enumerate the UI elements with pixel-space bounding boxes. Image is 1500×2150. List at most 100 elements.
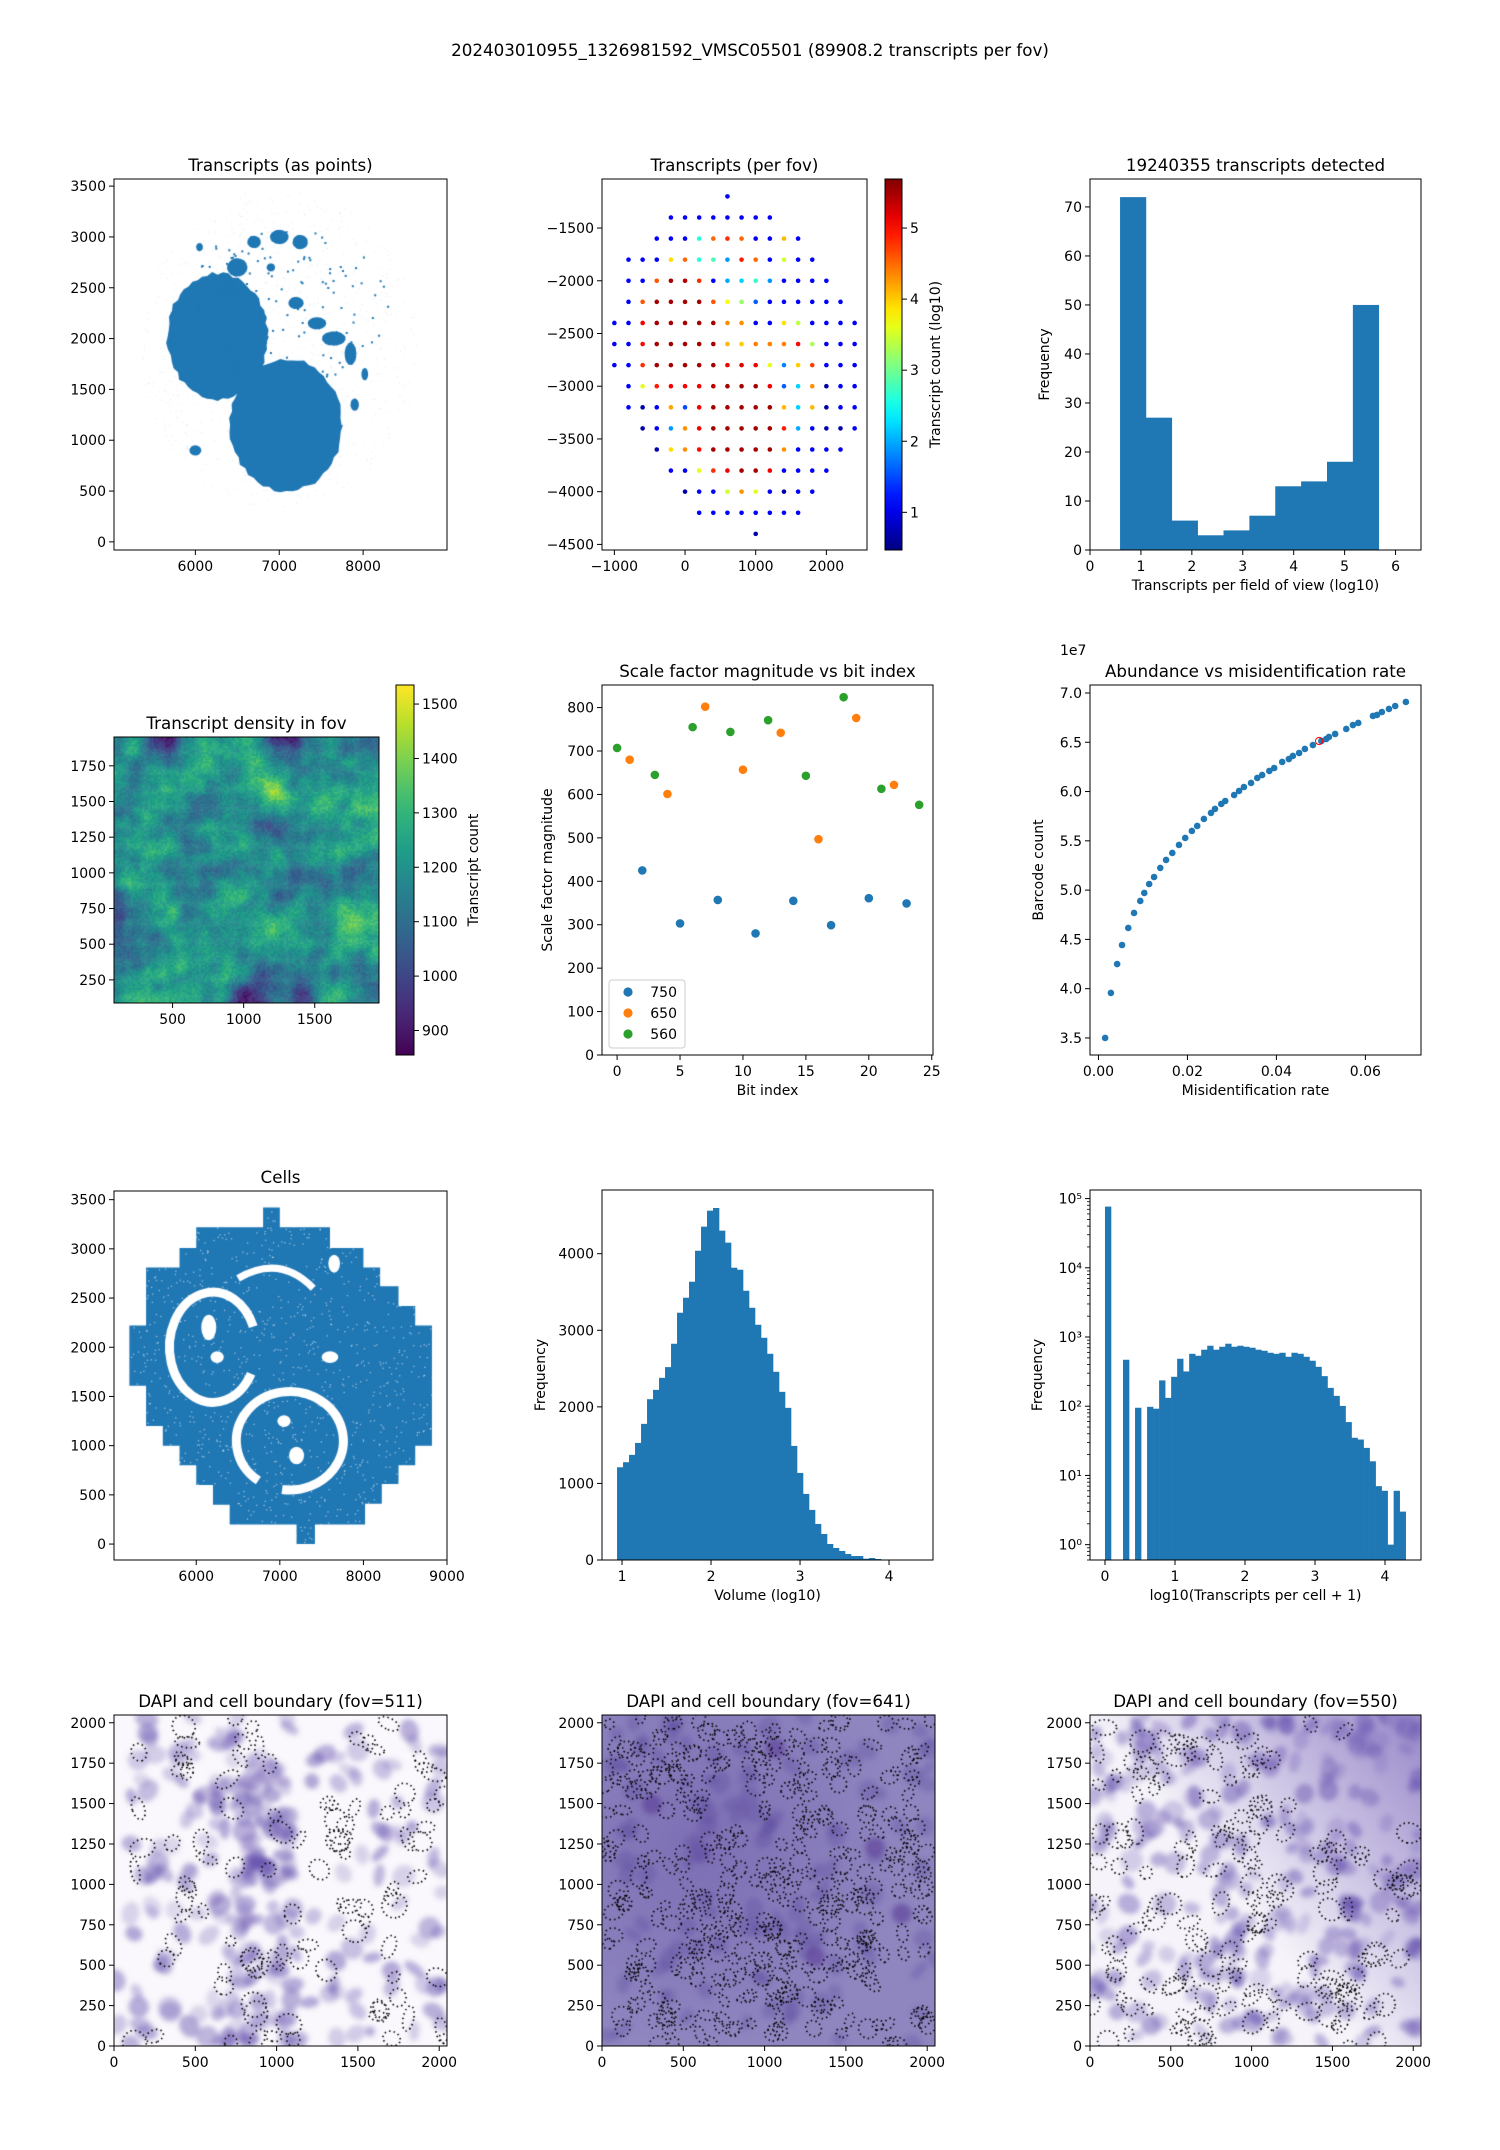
point-750 [675,918,685,929]
fov-point [767,426,773,431]
y-tick-label: 70 [1064,200,1082,216]
histogram-bar [1333,1395,1340,1560]
point-560 [876,783,887,794]
abundance-point [1107,989,1115,997]
y-tick-label: 1750 [70,1756,106,1772]
histogram-bar [1135,1407,1142,1560]
fov-point [626,383,631,389]
panel-title: 19240355 transcripts detected [1126,155,1385,175]
fov-point [626,320,631,326]
histogram-bar [617,1467,624,1560]
fov-point [711,426,716,431]
fov-point [696,215,702,220]
x-tick-label: 25 [923,1064,941,1080]
y-axis-label: Scale factor magnitude [540,788,556,951]
fov-point [668,405,674,410]
fov-point [781,447,787,452]
fov-point [640,362,645,368]
abundance-point [1301,745,1309,753]
colorbar: 1 2 3 4 5 Transcript count (log10) [884,178,944,551]
colorbar-tick-label: 900 [422,1024,449,1040]
abundance-point [1118,941,1126,949]
volume-histogram-axes: 1 2 3 4 0 1000 2000 3000 4000 Volume (log10) Frequ… [533,1189,934,1604]
x-tick-label: 2 [707,1569,716,1585]
fov-point [739,489,744,494]
fov-point [725,510,730,516]
fov-point [696,426,702,431]
y-tick-label: 6.5 [1060,735,1082,751]
histogram-bar [1249,515,1276,550]
x-tick-label: 4 [1289,559,1298,575]
colorbar-label: Transcript count (log10) [928,281,944,449]
fov-point [753,489,758,494]
legend: 750 650 560 [608,979,686,1049]
fov-point [640,426,645,431]
fov-point [767,278,773,284]
histogram-bar [641,1423,648,1560]
fov-point [767,468,773,473]
histogram-bar [749,1307,756,1560]
y-tick-label: 10 [1064,494,1082,510]
y-tick-label: 1000 [70,866,106,882]
fov-point [682,383,688,389]
fov-point [852,426,857,431]
fov-point [838,341,843,347]
fov-point [838,383,843,389]
fov-point [725,194,730,199]
histogram-bars [1120,197,1380,550]
x-tick-label: 1500 [828,2055,864,2071]
abundance-point [1349,721,1357,729]
fov-point [696,320,702,326]
fov-point [753,383,758,389]
cells-image [114,1191,447,1560]
y-tick-label: 3.5 [1060,1031,1082,1047]
y-tick-label: 750 [79,902,106,918]
y-tick-label: 5.5 [1060,834,1082,850]
panel-title: Transcript density in fov [145,713,346,733]
fov-point [654,383,660,389]
point-560 [649,769,660,780]
colorbar-tick-label: 4 [910,292,919,308]
fov-point [824,426,829,431]
y-tick-label: −3500 [547,432,594,448]
histogram-bar [671,1343,678,1560]
fov-point [795,468,801,473]
x-tick-label: −1000 [591,559,638,575]
fov-point [795,383,801,389]
fov-point [668,426,674,431]
fov-point [838,447,843,452]
fov-point [725,278,730,284]
axes-frame [113,1714,448,2047]
y-tick-label: −2000 [547,274,594,290]
point-750 [901,898,912,909]
abundance-point [1378,708,1386,716]
fov-point [781,257,787,262]
abundance-point [1278,758,1286,766]
fov-point [809,278,815,284]
histogram-bar [719,1230,726,1560]
scale-factor-points [612,692,925,939]
histogram-bar [1399,1511,1406,1560]
fov-point [668,383,674,389]
histogram-bar [683,1297,690,1560]
fov-point [668,299,674,305]
y-tick-label: 30 [1064,396,1082,412]
fov-point [668,341,674,347]
fov-point [824,341,829,347]
abundance-point [1253,774,1261,782]
fov-point [654,405,660,410]
fov-point [838,320,843,326]
axes-frame [601,1714,936,2047]
histogram-bar [1147,1406,1154,1560]
abundance-point [1258,771,1266,779]
histogram-bar [1326,461,1354,550]
y-tick-label: 0 [1073,543,1082,559]
y-tick-label: 10³ [1059,1330,1082,1346]
fov-point [767,236,773,241]
histogram-bar [1237,1345,1244,1560]
histogram-bar [1159,1380,1166,1560]
x-tick-label: 6000 [178,559,214,575]
histogram-bar [1285,1356,1292,1560]
abundance-point [1193,822,1201,830]
legend-marker [623,1029,633,1039]
